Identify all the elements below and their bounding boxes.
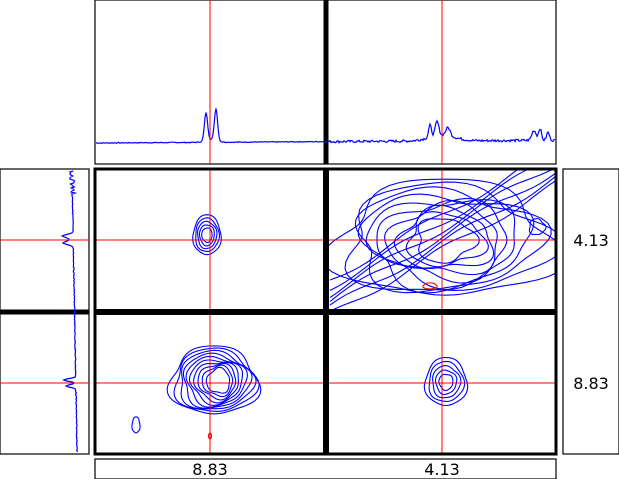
contour-level	[182, 352, 253, 409]
contour-grid	[93, 167, 558, 456]
contour-level	[193, 362, 239, 404]
contour-panel-cross-4.13-8.83	[423, 356, 469, 407]
contour-level	[197, 220, 218, 250]
right-axis-frame	[562, 168, 619, 455]
contour-level	[192, 214, 222, 256]
top-projection	[94, 0, 557, 165]
contour-level	[180, 349, 257, 410]
contour-level	[201, 364, 234, 398]
contour-level	[198, 224, 215, 247]
contour-level	[197, 362, 237, 401]
contour-level	[423, 356, 469, 407]
contour-level	[166, 345, 262, 415]
contour-level-negative	[422, 282, 438, 290]
contour-panel-diagonal-4.13	[328, 170, 555, 311]
top-projection-trace	[95, 108, 556, 144]
x-tick-label-2: 4.13	[424, 460, 460, 479]
left-projection	[0, 168, 90, 455]
right-axis-labels: 4.13 8.83	[562, 168, 619, 455]
contour-panel-cross-8.83-4.13	[192, 214, 222, 256]
contour-level	[188, 359, 244, 406]
contour-level	[438, 373, 454, 392]
bottom-axis-frame	[94, 458, 557, 479]
contour-level	[195, 217, 221, 252]
y-tick-label-1: 4.13	[573, 231, 609, 250]
y-tick-label-2: 8.83	[573, 374, 609, 393]
x-tick-label-1: 8.83	[192, 460, 228, 479]
bottom-axis-labels: 8.83 4.13	[94, 458, 557, 479]
contour-level	[131, 416, 141, 434]
contour-level	[205, 366, 231, 394]
contour-level-negative	[207, 432, 213, 440]
contour-level	[528, 217, 547, 236]
contour-level	[434, 369, 458, 396]
contour-level	[428, 360, 466, 402]
contour-level	[344, 181, 555, 291]
contour-panel-diagonal-8.83	[131, 345, 262, 440]
contour-level	[432, 365, 462, 399]
contour-level	[173, 347, 260, 412]
left-projection-trace	[60, 170, 78, 453]
